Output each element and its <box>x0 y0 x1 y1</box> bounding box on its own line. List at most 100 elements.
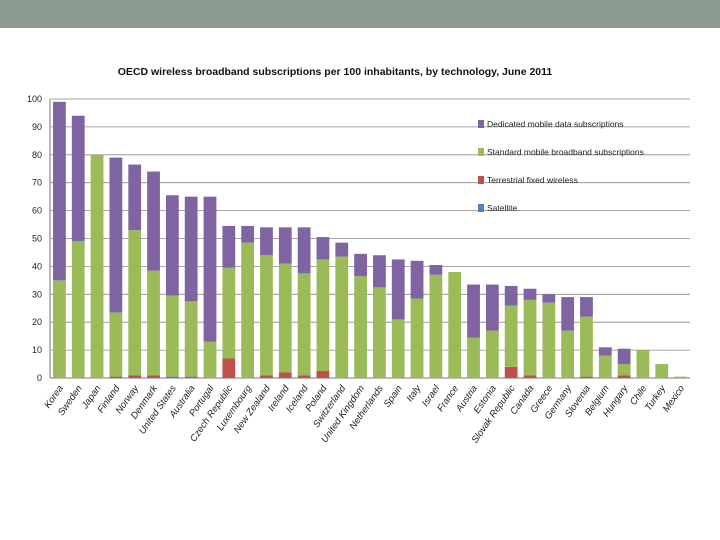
bar-segment <box>561 297 575 331</box>
bar-segment <box>241 225 255 243</box>
y-tick-label: 10 <box>32 345 42 355</box>
bar-segment <box>222 267 236 359</box>
y-tick-label: 40 <box>32 261 42 271</box>
bar-segment <box>184 196 198 302</box>
y-tick-label: 100 <box>27 94 42 104</box>
bar-segment <box>316 237 330 260</box>
bar-segment <box>504 366 518 378</box>
bar-segment <box>523 288 537 300</box>
y-tick-label: 50 <box>32 234 42 244</box>
bar-segment <box>278 263 292 373</box>
bar-segment <box>467 337 480 378</box>
bar-segment <box>278 227 292 264</box>
bar-segment <box>561 330 575 378</box>
bar-segment <box>580 316 593 377</box>
y-tick-label: 20 <box>32 317 42 327</box>
legend-swatch <box>478 120 484 128</box>
x-tick-label: Spain <box>382 383 405 409</box>
bar-segment <box>391 259 405 320</box>
y-tick-label: 60 <box>32 206 42 216</box>
bar-segment <box>598 347 612 356</box>
bar-segment <box>297 227 311 274</box>
bar-segment <box>429 265 443 275</box>
bar-segment <box>542 302 556 378</box>
bar-segment <box>410 298 424 378</box>
bar-segment <box>278 372 292 378</box>
bar-segment <box>109 157 123 313</box>
bar-segment <box>448 271 462 378</box>
bar-segment <box>90 154 104 378</box>
bar-segment <box>109 312 123 377</box>
bar-segment <box>335 256 349 378</box>
bar-segment <box>297 273 311 376</box>
stacked-bar-chart: OECD wireless broadband subscriptions pe… <box>27 66 690 446</box>
bar-segment <box>354 276 367 378</box>
bar-segment <box>316 371 330 378</box>
bar-segment <box>203 341 217 378</box>
bar-segment <box>203 196 217 342</box>
y-tick-label: 70 <box>32 178 42 188</box>
bar-segment <box>335 242 349 257</box>
bar-segment <box>128 230 142 376</box>
bar-segment <box>184 301 198 377</box>
bar-segment <box>542 294 556 303</box>
bar-segment <box>297 375 311 378</box>
bar-segment <box>580 376 593 378</box>
bar-segment <box>241 242 255 378</box>
bar-segment <box>674 376 687 378</box>
bar-segment <box>260 375 273 378</box>
gridlines <box>50 98 690 351</box>
bar-segment <box>184 376 198 378</box>
bar-segment <box>373 255 386 288</box>
legend-label: Terrestrial fixed wireless <box>487 175 578 185</box>
bar-segment <box>636 350 650 378</box>
legend-swatch <box>478 176 484 184</box>
bar-segment <box>165 295 179 377</box>
bar-segment <box>504 285 518 306</box>
bar-segment <box>429 274 443 378</box>
bar-segment <box>617 375 631 378</box>
bar-segment <box>71 115 85 242</box>
chart-title: OECD wireless broadband subscriptions pe… <box>118 66 553 78</box>
bar-segment <box>523 299 537 376</box>
bar-segment <box>410 260 424 299</box>
slide-header-bar <box>0 0 720 28</box>
bar-segment <box>260 227 273 256</box>
bar-segment <box>165 195 179 296</box>
legend-swatch <box>478 148 484 156</box>
bar-segment <box>316 259 330 372</box>
bar-segment <box>71 241 85 378</box>
bar-segment <box>354 253 367 277</box>
bar-segment <box>128 375 142 378</box>
y-tick-label: 30 <box>32 289 42 299</box>
bar-segment <box>222 225 236 268</box>
bar-segment <box>523 375 537 378</box>
bar-segment <box>617 348 631 365</box>
legend-swatch <box>478 204 484 212</box>
bar-segment <box>128 164 142 231</box>
bar-segment <box>53 280 66 378</box>
bar-segment <box>467 284 480 338</box>
bar-segment <box>580 297 593 317</box>
bar-segment <box>147 375 160 378</box>
y-tick-label: 90 <box>32 122 42 132</box>
legend-label: Standard mobile broadband subscriptions <box>487 147 644 157</box>
bar-segment <box>617 364 631 376</box>
legend-label: Satellite <box>487 203 518 213</box>
bar-segment <box>655 364 669 378</box>
bar-segment <box>109 376 123 378</box>
bar-segment <box>373 287 386 378</box>
y-tick-label: 0 <box>37 373 42 383</box>
bar-segment <box>222 358 236 378</box>
x-axis-labels: KoreaSwedenJapanFinlandNorwayDenmarkUnit… <box>42 382 687 445</box>
bar-segment <box>485 284 499 331</box>
bar-segment <box>598 355 612 378</box>
bar-segment <box>260 255 273 376</box>
bar-segment <box>147 270 160 376</box>
bar-segment <box>53 101 66 281</box>
bar-segment <box>165 376 179 378</box>
y-tick-label: 80 <box>32 150 42 160</box>
bars <box>53 101 687 378</box>
bar-segment <box>391 319 405 378</box>
bar-segment <box>504 305 518 367</box>
